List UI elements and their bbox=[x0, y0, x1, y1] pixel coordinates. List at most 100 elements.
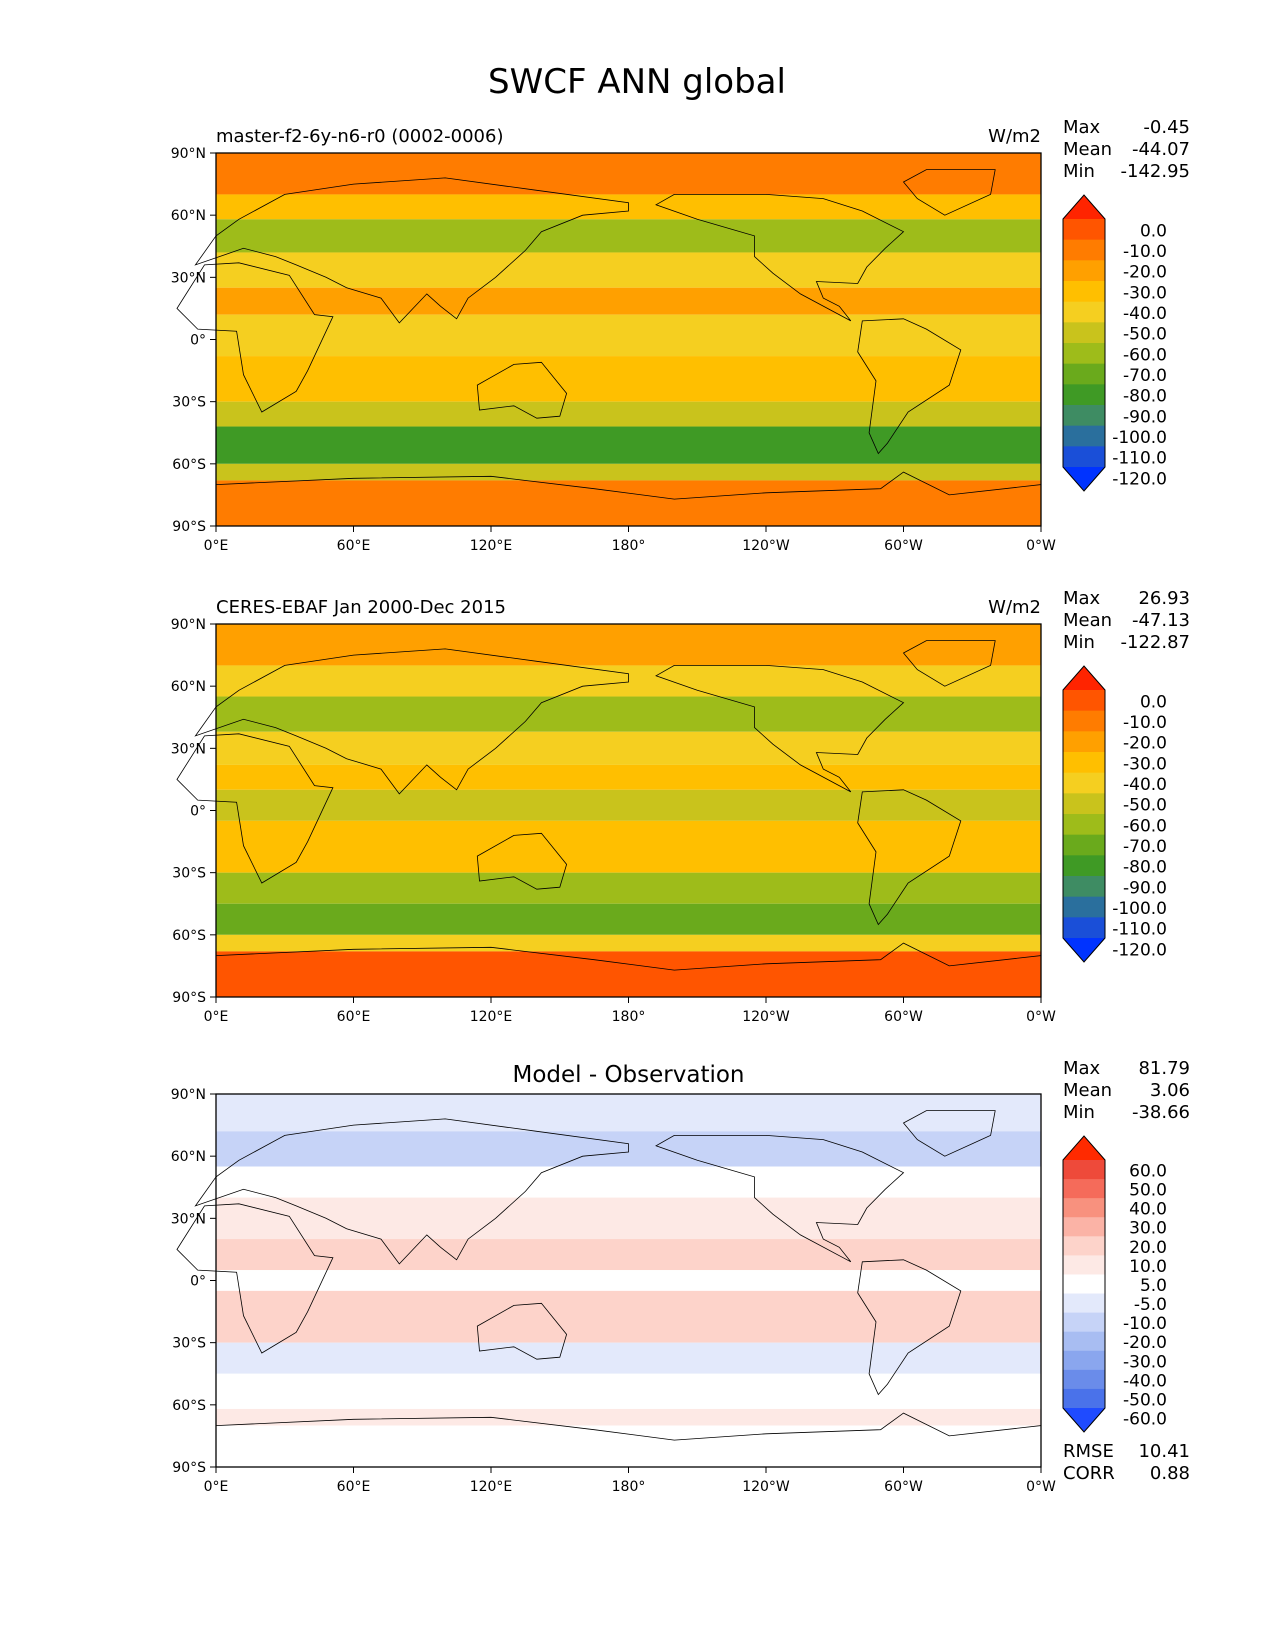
colorbar-segment bbox=[1063, 363, 1105, 385]
panel-difference: 90°N 60°N 30°N 0° 30°S 60°S 90°S 0°E 60°E 120°E 18… bbox=[171, 1058, 1190, 1495]
colorbar-segment bbox=[1063, 917, 1105, 939]
coastline-4 bbox=[857, 318, 962, 455]
colorbar-tick-label: -120.0 bbox=[1112, 469, 1167, 489]
stat-rmse-label: RMSE bbox=[1063, 1441, 1114, 1462]
stat-min-label: Min bbox=[1063, 161, 1095, 182]
stat-min-value: -122.87 bbox=[1121, 632, 1190, 653]
y-tick-label: 60°N bbox=[171, 1149, 206, 1165]
map-band-5 bbox=[216, 1270, 1041, 1291]
y-tick-label: 90°S bbox=[172, 519, 206, 535]
coastline-2 bbox=[476, 361, 568, 419]
colorbar-segment bbox=[1063, 855, 1105, 877]
colorbar-tick-label: 40.0 bbox=[1129, 1200, 1167, 1220]
coastline-4 bbox=[857, 789, 962, 926]
colorbar-segment bbox=[1063, 1160, 1105, 1180]
panel-units: W/m2 bbox=[988, 126, 1041, 147]
y-tick-label: 90°N bbox=[171, 617, 206, 633]
coastline-5 bbox=[902, 169, 996, 216]
stat-mean-label: Mean bbox=[1063, 1080, 1112, 1101]
colorbar-segment bbox=[1063, 1179, 1105, 1199]
colorbar-tick-label: -50.0 bbox=[1123, 1390, 1167, 1410]
stat-max-value: 26.93 bbox=[1138, 588, 1190, 609]
colorbar-outline bbox=[1062, 194, 1106, 492]
x-tick-label: 120°E bbox=[470, 1479, 513, 1495]
stat-corr-label: CORR bbox=[1063, 1463, 1115, 1484]
colorbar-segment bbox=[1063, 896, 1105, 918]
colorbar-extend-top bbox=[1063, 195, 1105, 219]
map-band-7 bbox=[216, 401, 1041, 427]
colorbar-tick-label: 30.0 bbox=[1129, 1219, 1167, 1239]
colorbar-extend-top bbox=[1063, 1136, 1105, 1160]
coastline-0 bbox=[176, 1203, 334, 1354]
panel-units: W/m2 bbox=[988, 597, 1041, 618]
colorbar-segment bbox=[1063, 260, 1105, 282]
colorbar-segment bbox=[1063, 1293, 1105, 1314]
colorbar-tick-label: -90.0 bbox=[1123, 407, 1167, 427]
colorbar-segment bbox=[1063, 219, 1105, 241]
coastline-1 bbox=[194, 1118, 629, 1265]
colorbar-segment bbox=[1063, 690, 1105, 712]
y-tick-label: 0° bbox=[190, 1274, 206, 1290]
colorbar-tick-label: -30.0 bbox=[1123, 754, 1167, 774]
x-tick-label: 0°W bbox=[1026, 538, 1056, 554]
colorbar-tick-label: -10.0 bbox=[1123, 1314, 1167, 1334]
colorbar-segment bbox=[1063, 1217, 1105, 1237]
colorbar-segment bbox=[1063, 731, 1105, 753]
colorbar-tick-label: -5.0 bbox=[1134, 1295, 1167, 1315]
stat-mean-label: Mean bbox=[1063, 610, 1112, 631]
colorbar-segment bbox=[1063, 834, 1105, 856]
stat-min-value: -38.66 bbox=[1132, 1102, 1190, 1123]
map-band-0 bbox=[216, 153, 1041, 195]
colorbar-segment bbox=[1063, 772, 1105, 794]
x-tick-label: 120°W bbox=[742, 538, 790, 554]
colorbar-tick-label: -100.0 bbox=[1112, 428, 1167, 448]
colorbar-segment bbox=[1063, 405, 1105, 427]
stat-mean-label: Mean bbox=[1063, 139, 1112, 160]
map-band-3 bbox=[216, 1197, 1041, 1240]
x-tick-label: 0°E bbox=[204, 538, 229, 554]
colorbar: 60.050.040.030.020.010.05.0-5.0-10.0-20.… bbox=[1062, 1135, 1167, 1433]
map-band-0 bbox=[216, 1094, 1041, 1132]
colorbar-tick-label: -120.0 bbox=[1112, 940, 1167, 960]
colorbar-tick-label: -50.0 bbox=[1123, 796, 1167, 816]
colorbar-segment bbox=[1063, 793, 1105, 815]
colorbar-tick-label: -30.0 bbox=[1123, 283, 1167, 303]
colorbar-segment bbox=[1063, 1331, 1105, 1352]
colorbar-segment bbox=[1063, 1312, 1105, 1333]
colorbar-tick-label: 50.0 bbox=[1129, 1181, 1167, 1201]
colorbar-segment bbox=[1063, 710, 1105, 732]
coastline-0 bbox=[176, 733, 334, 884]
colorbar-segment bbox=[1063, 1388, 1105, 1409]
map-band-5 bbox=[216, 314, 1041, 357]
map-band-10 bbox=[216, 1425, 1041, 1467]
y-tick-label: 90°N bbox=[171, 146, 206, 162]
map-band-3 bbox=[216, 731, 1041, 765]
map-band-0 bbox=[216, 624, 1041, 666]
colorbar-segment bbox=[1063, 1255, 1105, 1275]
stat-max-label: Max bbox=[1063, 588, 1101, 609]
y-tick-label: 30°N bbox=[171, 741, 206, 757]
colorbar-segment bbox=[1063, 301, 1105, 323]
colorbar-segment bbox=[1063, 384, 1105, 406]
map-band-8 bbox=[216, 903, 1041, 935]
colorbar-tick-label: 0.0 bbox=[1140, 221, 1167, 241]
x-tick-label: 120°E bbox=[470, 1009, 513, 1025]
colorbar-tick-label: 0.0 bbox=[1140, 692, 1167, 712]
colorbar-tick-label: 10.0 bbox=[1129, 1257, 1167, 1277]
colorbar-tick-label: -20.0 bbox=[1123, 263, 1167, 283]
colorbar-tick-label: -40.0 bbox=[1123, 775, 1167, 795]
colorbar-tick-label: -80.0 bbox=[1123, 858, 1167, 878]
map-band-2 bbox=[216, 696, 1041, 732]
colorbar-tick-label: -50.0 bbox=[1123, 325, 1167, 345]
stat-min-value: -142.95 bbox=[1121, 161, 1190, 182]
stat-min-label: Min bbox=[1063, 1102, 1095, 1123]
coastline-0 bbox=[176, 262, 334, 413]
map-band-7 bbox=[216, 872, 1041, 904]
x-tick-label: 60°E bbox=[337, 1009, 371, 1025]
x-tick-label: 120°W bbox=[742, 1479, 790, 1495]
y-tick-label: 30°S bbox=[172, 395, 206, 411]
map-band-2 bbox=[216, 219, 1041, 253]
x-tick-label: 0°E bbox=[204, 1009, 229, 1025]
stat-max-label: Max bbox=[1063, 117, 1101, 138]
stat-corr-value: 0.88 bbox=[1150, 1463, 1190, 1484]
